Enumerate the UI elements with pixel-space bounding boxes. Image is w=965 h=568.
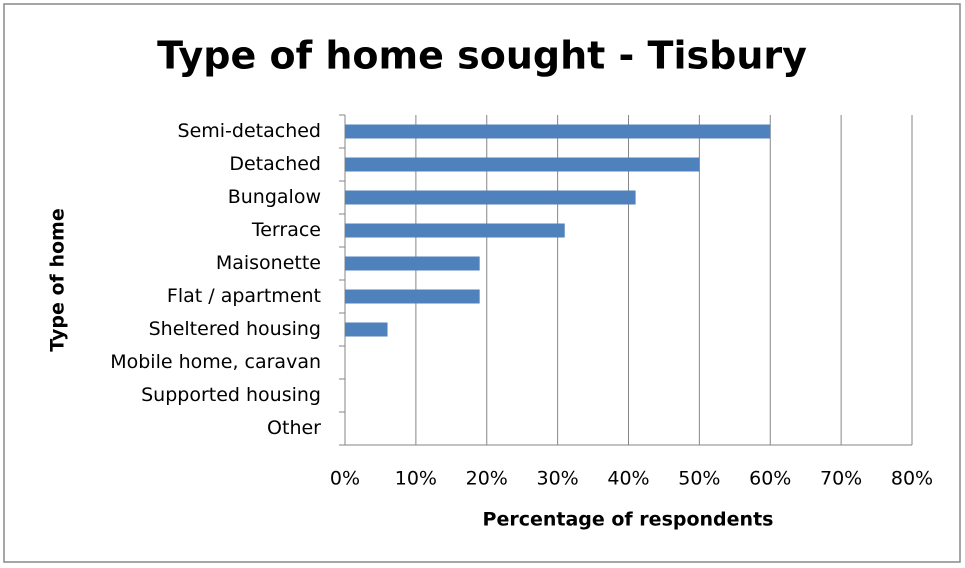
y-tick-label: Semi-detached	[178, 120, 321, 142]
x-tick-label: 10%	[395, 468, 437, 490]
x-axis-title: Percentage of respondents	[483, 509, 774, 531]
y-tick-label: Maisonette	[216, 252, 321, 274]
y-axis-title: Type of home	[47, 208, 69, 351]
x-tick-label: 70%	[820, 468, 862, 490]
bar	[345, 256, 480, 271]
x-tick-label: 80%	[891, 468, 933, 490]
y-tick-label: Flat / apartment	[167, 285, 321, 307]
x-tick-label: 0%	[330, 468, 360, 490]
bar	[345, 223, 565, 238]
bar	[345, 322, 388, 337]
y-tick-label: Supported housing	[141, 384, 321, 406]
y-tick-label: Other	[267, 417, 321, 439]
y-tick-label: Bungalow	[228, 186, 321, 208]
bar	[345, 124, 771, 139]
x-tick-label: 30%	[537, 468, 579, 490]
y-tick-label: Terrace	[251, 219, 321, 241]
bar	[345, 157, 700, 172]
x-tick-label: 40%	[607, 468, 649, 490]
y-tick-label: Mobile home, caravan	[110, 351, 321, 373]
y-tick-label: Sheltered housing	[149, 318, 321, 340]
x-tick-label: 60%	[749, 468, 791, 490]
bar	[345, 190, 636, 205]
chart-border	[3, 3, 961, 563]
y-tick-label: Detached	[229, 153, 321, 175]
x-tick-label: 50%	[678, 468, 720, 490]
x-tick-label: 20%	[466, 468, 508, 490]
bar	[345, 289, 480, 304]
chart-title: Type of home sought - Tisbury	[157, 34, 807, 78]
